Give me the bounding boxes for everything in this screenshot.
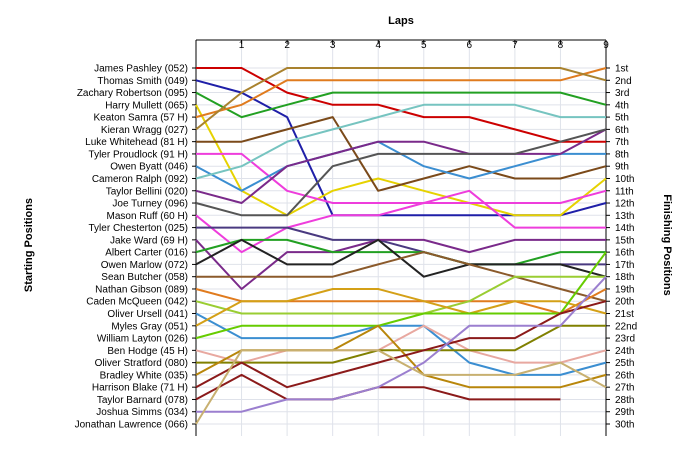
finish-position-label: 25th [615,358,634,369]
start-position-label: Thomas Smith (049) [97,76,188,87]
finish-position-label: 21st [615,309,634,320]
finish-position-label: 12th [615,199,634,210]
finish-position-label: 8th [615,149,629,160]
start-position-label: William Layton (026) [97,334,188,345]
finish-position-label: 6th [615,125,629,136]
finish-position-label: 17th [615,260,634,271]
start-position-label: Keaton Samra (57 H) [94,113,189,124]
finish-position-label: 10th [615,174,634,185]
finish-position-label: 1st [615,64,629,75]
driver-position-line [195,238,606,290]
driver-position-line [195,349,607,425]
x-tick-label: 9 [603,40,609,51]
finish-position-label: 4th [615,100,629,111]
y-axis-right-title: Finishing Positions [661,194,673,295]
start-position-label: Harry Mullett (065) [105,100,188,111]
driver-position-line [195,79,607,217]
x-tick-label: 4 [375,40,381,51]
finish-position-label: 26th [615,370,634,381]
start-position-label: Kieran Wragg (027) [101,125,188,136]
start-position-label: Taylor Bellini (020) [106,186,188,197]
finish-position-label: 14th [615,223,634,234]
finish-position-label: 24th [615,346,634,357]
finish-labels: 1st2nd3rd4th5th6th7th8th9th10th11th12th1… [615,64,637,431]
start-position-label: Oliver Ursell (041) [107,309,188,320]
finish-position-label: 7th [615,137,629,148]
driver-position-line [195,324,607,364]
finish-position-label: 15th [615,235,634,246]
series-lines [195,67,607,425]
start-position-label: Luke Whitehead (81 H) [85,137,188,148]
finish-position-label: 19th [615,284,634,295]
driver-position-line [195,312,607,376]
finish-position-label: 29th [615,407,634,418]
finish-position-label: 2nd [615,76,632,87]
x-tick-label: 1 [239,40,245,51]
driver-position-line [196,251,607,303]
start-position-label: Caden McQueen (042) [86,297,188,308]
finish-position-label: 3rd [615,88,629,99]
start-position-label: Jake Ward (69 H) [110,235,188,246]
start-position-label: Cameron Ralph (092) [92,174,188,185]
start-position-label: Tyler Chesterton (025) [89,223,189,234]
x-axis-title: Laps [388,15,414,27]
finish-position-label: 5th [615,113,629,124]
start-position-label: Joshua Simms (034) [96,407,188,418]
x-tick-label: 2 [284,40,290,51]
start-position-label: Myles Gray (051) [111,321,188,332]
driver-position-line [196,116,607,192]
driver-position-line [195,104,607,217]
driver-position-line [195,67,607,119]
finish-position-label: 23rd [615,334,635,345]
grid [196,40,607,436]
start-position-label: Ben Hodge (45 H) [107,346,188,357]
driver-position-line [196,276,607,413]
finish-position-label: 16th [615,248,634,259]
start-position-label: Oliver Stratford (080) [95,358,188,369]
finish-position-label: 27th [615,383,634,394]
start-position-label: Tyler Proudlock (91 H) [89,149,188,160]
driver-position-line [195,91,607,119]
x-tick-label: 3 [330,40,336,51]
driver-position-line [195,128,607,217]
driver-position-line [195,288,607,327]
x-tick-label: 8 [558,40,564,51]
y-axis-left-title: Starting Positions [23,198,35,292]
finish-position-label: 30th [615,420,634,431]
x-tick-label: 5 [421,40,427,51]
start-position-label: Nathan Gibson (089) [95,284,188,295]
start-position-label: Harrison Blake (71 H) [92,383,188,394]
start-labels: James Pashley (052)Thomas Smith (049)Zac… [75,64,188,431]
start-position-label: Jonathan Lawrence (066) [75,420,188,431]
finish-position-label: 18th [615,272,634,283]
finish-position-label: 13th [615,211,634,222]
driver-position-line [195,251,607,340]
start-position-label: James Pashley (052) [94,64,188,75]
driver-position-line [195,275,606,315]
driver-position-line [195,67,607,131]
driver-position-line [196,152,606,229]
driver-position-line [195,128,607,204]
start-position-label: Sean Butcher (058) [101,272,188,283]
finish-position-label: 28th [615,395,634,406]
finish-position-label: 9th [615,162,629,173]
x-tick-labels: 1 2 3 4 5 6 7 8 9 [239,40,609,51]
x-tick-label: 7 [512,40,518,51]
finish-position-label: 22nd [615,321,637,332]
start-position-label: Owen Marlow (072) [101,260,188,271]
x-tick-label: 6 [467,40,473,51]
start-position-label: Bradley White (035) [100,370,188,381]
start-position-label: Owen Byatt (046) [110,162,188,173]
start-position-label: Zachary Robertson (095) [77,88,188,99]
driver-position-line [195,103,606,180]
finish-position-label: 11th [615,186,634,197]
driver-position-line [195,238,606,266]
start-position-label: Joe Turney (096) [112,199,188,210]
start-position-label: Albert Carter (016) [105,248,188,259]
start-position-label: Mason Ruff (60 H) [106,211,188,222]
start-position-label: Taylor Barnard (078) [97,395,188,406]
finish-position-label: 20th [615,297,634,308]
